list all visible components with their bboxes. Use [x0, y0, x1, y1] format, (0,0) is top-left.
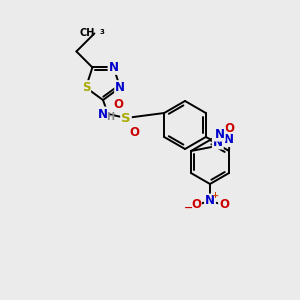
Text: O: O	[219, 199, 229, 212]
Text: H: H	[223, 134, 231, 144]
Text: O: O	[113, 98, 123, 110]
Text: O: O	[129, 125, 139, 139]
Text: N: N	[215, 128, 225, 141]
Text: N: N	[109, 61, 118, 74]
Text: N: N	[224, 133, 234, 146]
Text: O: O	[224, 122, 235, 135]
Text: H: H	[106, 112, 114, 122]
Text: S: S	[121, 112, 131, 124]
Text: O: O	[191, 199, 201, 212]
Text: S: S	[82, 81, 90, 94]
Text: N: N	[213, 136, 223, 148]
Text: N: N	[115, 81, 125, 94]
Text: CH: CH	[79, 28, 94, 38]
Text: +: +	[212, 191, 218, 200]
Text: N: N	[98, 107, 108, 121]
Text: −: −	[184, 203, 194, 213]
Text: 3: 3	[99, 29, 104, 35]
Text: N: N	[205, 194, 215, 208]
